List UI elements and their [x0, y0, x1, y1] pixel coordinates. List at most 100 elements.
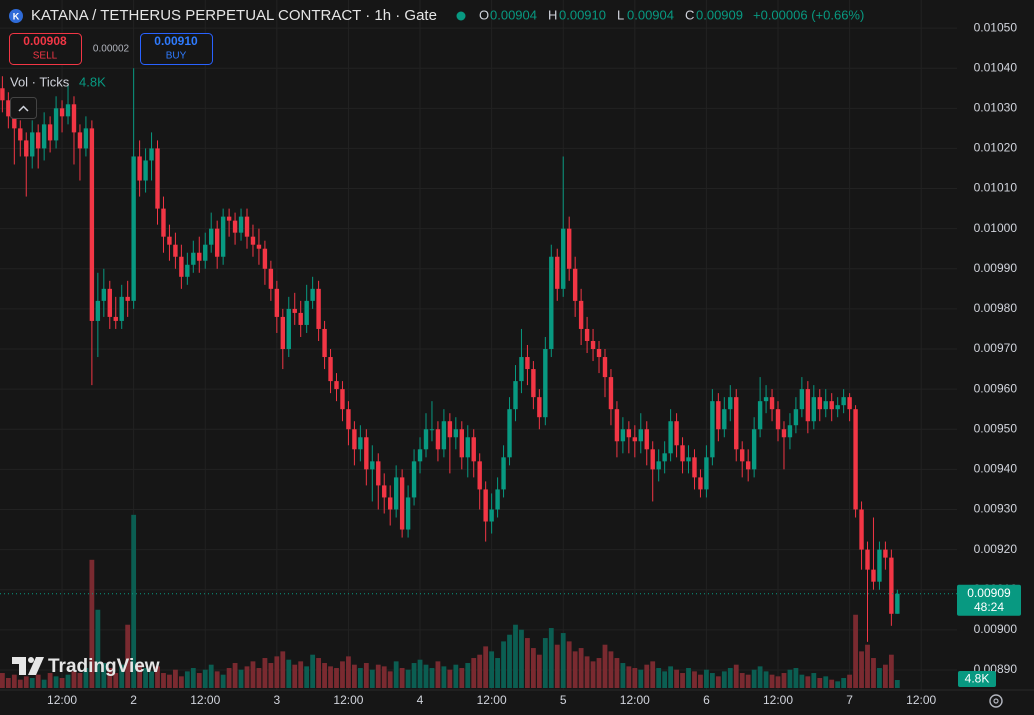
candle-body [18, 128, 23, 141]
candle-body [399, 477, 405, 530]
candle-body [644, 429, 649, 450]
candle-body [745, 461, 751, 470]
candle-body [185, 264, 190, 277]
volume-tag-label: 4.8K [965, 672, 990, 686]
ohlc-label: O [479, 7, 489, 22]
volume-bar [184, 671, 190, 688]
candle-body [244, 216, 250, 237]
candle-body [835, 405, 840, 410]
symbol-title[interactable]: KATANA / TETHERUS PERPETUAL CONTRACT · 1… [31, 7, 437, 24]
candle-body [125, 296, 130, 301]
volume-bar [715, 676, 721, 688]
volume-bar [847, 674, 853, 688]
volume-bar [602, 644, 608, 688]
volume-bar [536, 654, 542, 688]
volume-bar [95, 609, 101, 688]
volume-bar [483, 646, 489, 688]
candle-body [41, 124, 47, 149]
candle-body [596, 349, 602, 358]
spread: 0.00002 [93, 44, 130, 55]
candle-body [656, 461, 661, 470]
candle-body [555, 256, 560, 289]
candle-body [793, 409, 799, 426]
candle-body [411, 461, 417, 498]
candle-body [238, 216, 244, 233]
volume-bar [292, 664, 298, 688]
y-tick-label: 0.00950 [974, 421, 1018, 435]
candle-body [811, 397, 817, 422]
candle-body [626, 429, 632, 438]
volume-bar [363, 663, 369, 688]
candle-body [889, 557, 894, 614]
countdown-label: 48:24 [974, 600, 1004, 614]
volume-bar [542, 638, 548, 688]
volume-bar [167, 674, 172, 688]
volume-bar [17, 679, 23, 688]
volume-bar [423, 664, 429, 688]
settings-icon[interactable] [989, 694, 1003, 708]
candle-body [340, 389, 345, 410]
y-tick-label: 0.00940 [974, 462, 1018, 476]
tradingview-logo: TradingView [12, 656, 160, 677]
candle-body [871, 569, 876, 582]
volume-bar [250, 661, 256, 688]
candle-body [167, 236, 172, 245]
y-tick-label: 0.01000 [974, 221, 1018, 235]
candle-body [101, 288, 107, 301]
candle-body [435, 429, 441, 450]
volume-bar [411, 663, 417, 688]
candle-body [364, 437, 369, 470]
volume-bar [859, 651, 864, 688]
y-tick-label: 0.01050 [974, 20, 1018, 34]
candle-body [47, 124, 53, 141]
logo-shape [28, 657, 34, 663]
volume-legend-label[interactable]: Vol · Ticks [10, 74, 70, 89]
volume-bar [626, 666, 632, 688]
symbol-logo [9, 9, 23, 23]
volume-bar [709, 673, 715, 688]
volume-bar [883, 664, 888, 688]
candle-body [698, 477, 703, 490]
candle-body [781, 429, 787, 438]
volume-bar [334, 668, 339, 688]
candle-body [775, 409, 781, 430]
volume-bar [178, 676, 184, 688]
volume-bar [0, 673, 5, 688]
candle-body [895, 593, 900, 614]
volume-bar [781, 673, 787, 688]
volume-bar [787, 669, 793, 688]
volume-bar [656, 668, 662, 688]
market-status[interactable] [456, 11, 466, 21]
x-tick-label: 6 [703, 693, 710, 707]
sell-button[interactable] [9, 33, 82, 65]
volume-bar [214, 671, 220, 688]
volume-bar [865, 644, 870, 688]
volume-bar [835, 681, 841, 688]
volume-bar [59, 678, 65, 688]
x-tick-label: 7 [846, 693, 853, 707]
buy-button[interactable] [140, 33, 213, 65]
volume-bar [429, 668, 435, 688]
y-tick-label: 0.00960 [974, 381, 1018, 395]
candle-body [877, 549, 882, 582]
candle-body [417, 449, 423, 462]
candle-body [83, 128, 89, 149]
candle-body [203, 244, 208, 261]
logo-shape [28, 657, 44, 675]
volume-bar [596, 658, 602, 688]
collapse-button[interactable] [10, 97, 37, 119]
volume-bar [650, 661, 656, 688]
volume-bar [161, 673, 166, 688]
volume-bar [83, 668, 89, 688]
volume-bar [644, 664, 650, 688]
candle-body [763, 397, 769, 402]
candle-body [495, 489, 500, 510]
candle-body [6, 100, 11, 117]
volume-bar [554, 644, 560, 688]
volume-bar [23, 676, 29, 688]
logo-shape [12, 657, 26, 675]
volume-bar [620, 663, 626, 688]
candle-body [429, 429, 435, 431]
